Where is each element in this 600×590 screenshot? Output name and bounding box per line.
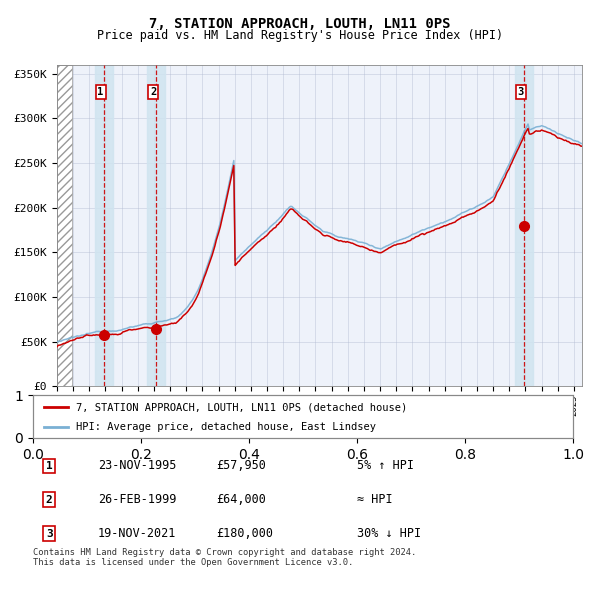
Text: 1: 1 bbox=[97, 87, 104, 97]
Text: 1: 1 bbox=[46, 461, 53, 471]
Text: £180,000: £180,000 bbox=[217, 527, 274, 540]
Text: HPI: Average price, detached house, East Lindsey: HPI: Average price, detached house, East… bbox=[76, 422, 376, 432]
Text: 2: 2 bbox=[150, 87, 156, 97]
Text: ≈ HPI: ≈ HPI bbox=[357, 493, 392, 506]
Text: 7, STATION APPROACH, LOUTH, LN11 0PS: 7, STATION APPROACH, LOUTH, LN11 0PS bbox=[149, 17, 451, 31]
Text: 19-NOV-2021: 19-NOV-2021 bbox=[98, 527, 176, 540]
Text: Price paid vs. HM Land Registry's House Price Index (HPI): Price paid vs. HM Land Registry's House … bbox=[97, 30, 503, 42]
Text: 23-NOV-1995: 23-NOV-1995 bbox=[98, 460, 176, 473]
Text: 3: 3 bbox=[46, 529, 53, 539]
Text: 2: 2 bbox=[46, 495, 53, 505]
Text: 7, STATION APPROACH, LOUTH, LN11 0PS (detached house): 7, STATION APPROACH, LOUTH, LN11 0PS (de… bbox=[76, 402, 407, 412]
Text: 30% ↓ HPI: 30% ↓ HPI bbox=[357, 527, 421, 540]
Text: £57,950: £57,950 bbox=[217, 460, 266, 473]
Bar bbox=[95, 65, 113, 386]
Text: 3: 3 bbox=[517, 87, 524, 97]
Bar bbox=[515, 65, 533, 386]
Text: 26-FEB-1999: 26-FEB-1999 bbox=[98, 493, 176, 506]
Bar bbox=[57, 65, 71, 386]
Text: Contains HM Land Registry data © Crown copyright and database right 2024.
This d: Contains HM Land Registry data © Crown c… bbox=[33, 548, 416, 567]
Bar bbox=[148, 65, 165, 386]
Text: £64,000: £64,000 bbox=[217, 493, 266, 506]
Text: 5% ↑ HPI: 5% ↑ HPI bbox=[357, 460, 414, 473]
